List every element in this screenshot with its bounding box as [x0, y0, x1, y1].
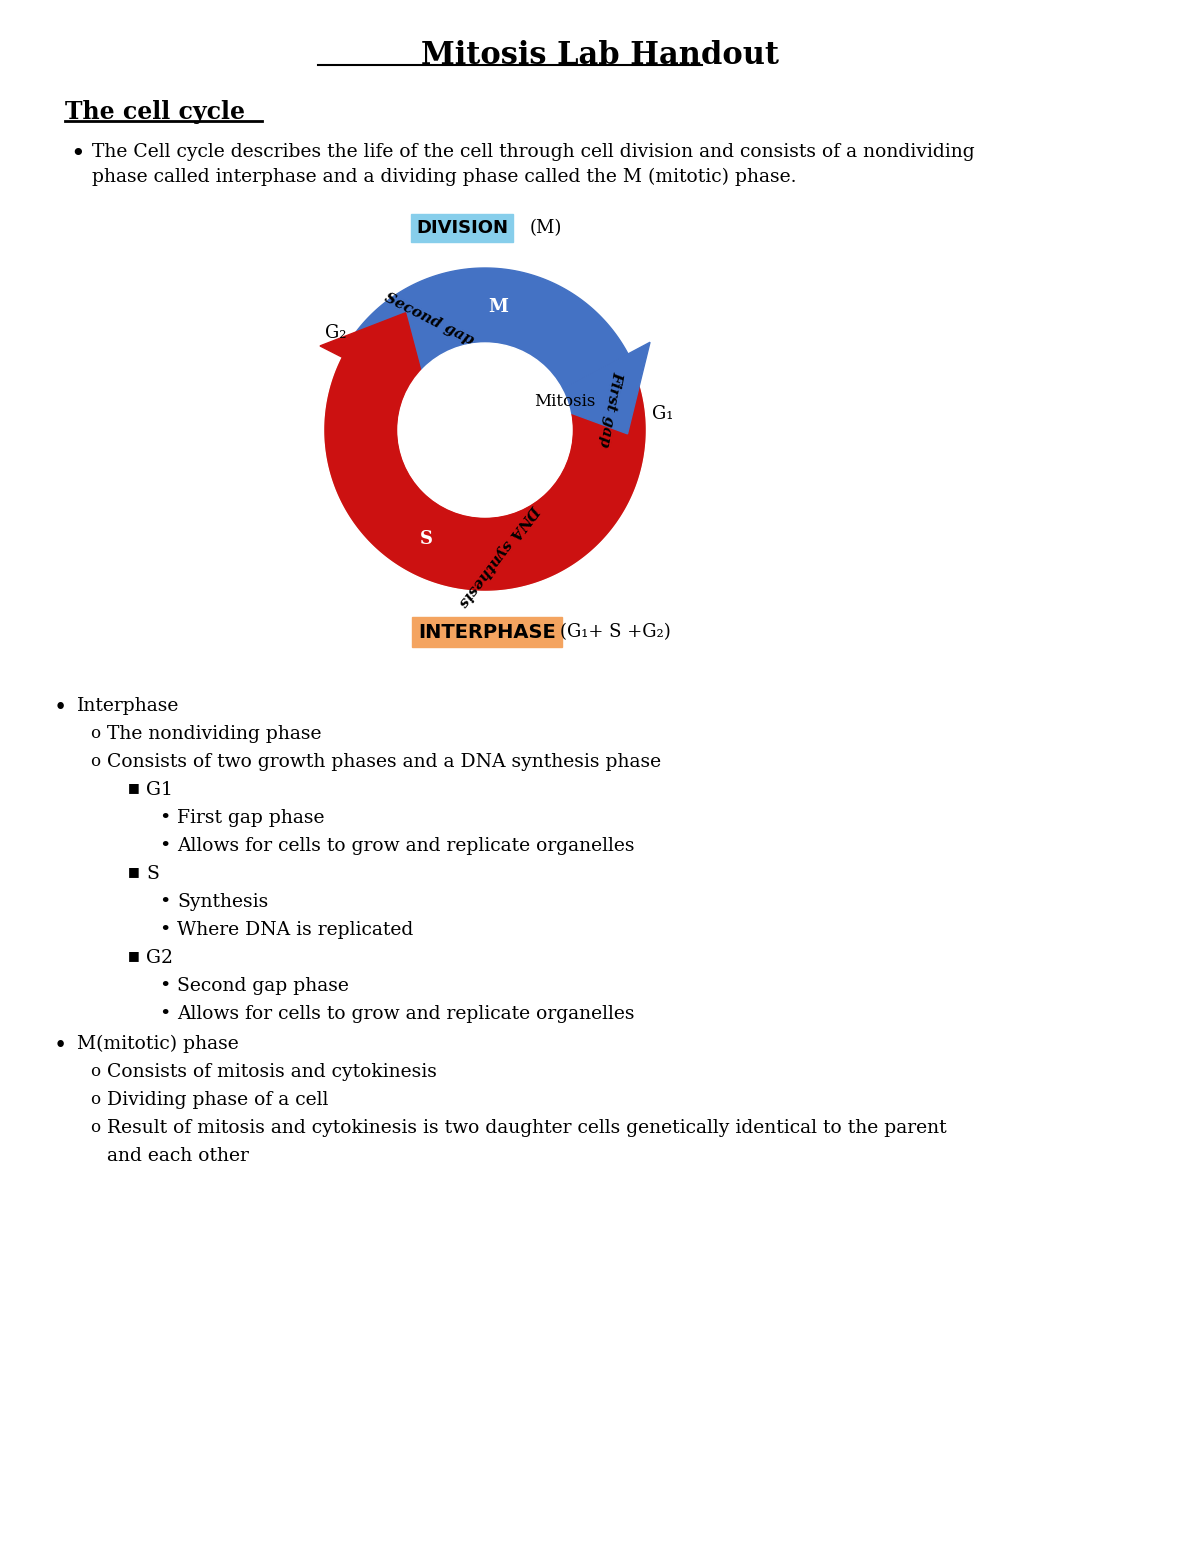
Text: Dividing phase of a cell: Dividing phase of a cell [107, 1092, 329, 1109]
Text: •: • [160, 1005, 170, 1023]
Polygon shape [325, 356, 644, 590]
Text: S: S [420, 531, 433, 548]
Text: ■: ■ [128, 781, 140, 794]
Text: Allows for cells to grow and replicate organelles: Allows for cells to grow and replicate o… [178, 1005, 635, 1023]
Text: Synthesis: Synthesis [178, 893, 269, 912]
Text: Interphase: Interphase [77, 697, 179, 714]
Text: o: o [90, 1120, 100, 1135]
Text: DNA synthesis: DNA synthesis [456, 502, 541, 610]
Text: Mitosis Lab Handout: Mitosis Lab Handout [421, 39, 779, 70]
Text: M: M [488, 298, 508, 315]
Text: G₂: G₂ [325, 325, 347, 342]
Text: (M): (M) [530, 219, 563, 238]
Text: Consists of two growth phases and a DNA synthesis phase: Consists of two growth phases and a DNA … [107, 753, 661, 770]
Polygon shape [539, 342, 650, 433]
Text: The cell cycle: The cell cycle [65, 99, 245, 124]
Text: The Cell cycle describes the life of the cell through cell division and consists: The Cell cycle describes the life of the… [92, 143, 974, 162]
Text: and each other: and each other [107, 1148, 248, 1165]
Text: Second gap: Second gap [382, 290, 475, 348]
Text: The nondividing phase: The nondividing phase [107, 725, 322, 742]
Text: ■: ■ [128, 865, 140, 877]
Text: G2: G2 [146, 949, 173, 968]
Text: Where DNA is replicated: Where DNA is replicated [178, 921, 413, 940]
Text: •: • [160, 921, 170, 940]
Text: Consists of mitosis and cytokinesis: Consists of mitosis and cytokinesis [107, 1062, 437, 1081]
Polygon shape [320, 312, 430, 402]
Text: o: o [90, 725, 100, 742]
Text: INTERPHASE: INTERPHASE [418, 623, 556, 641]
Text: First gap: First gap [596, 370, 624, 447]
Text: ■: ■ [128, 949, 140, 961]
Text: G₁: G₁ [652, 405, 673, 424]
Text: DIVISION: DIVISION [416, 219, 508, 238]
Text: o: o [90, 1062, 100, 1079]
Text: o: o [90, 753, 100, 770]
Text: Second gap phase: Second gap phase [178, 977, 349, 995]
Text: •: • [160, 837, 170, 856]
Text: •: • [160, 977, 170, 995]
Circle shape [300, 245, 670, 615]
Text: First gap phase: First gap phase [178, 809, 324, 828]
Circle shape [398, 343, 572, 517]
Text: •: • [160, 809, 170, 828]
Text: Allows for cells to grow and replicate organelles: Allows for cells to grow and replicate o… [178, 837, 635, 856]
Text: •: • [71, 143, 85, 166]
Text: Mitosis: Mitosis [534, 393, 595, 410]
Text: •: • [53, 1034, 67, 1058]
Text: •: • [53, 697, 67, 719]
Text: S: S [146, 865, 158, 884]
Text: (G₁+ S +G₂): (G₁+ S +G₂) [560, 623, 671, 641]
Text: phase called interphase and a dividing phase called the M (mitotic) phase.: phase called interphase and a dividing p… [92, 168, 797, 186]
Text: G1: G1 [146, 781, 173, 798]
Text: •: • [160, 893, 170, 912]
Text: Result of mitosis and cytokinesis is two daughter cells genetically identical to: Result of mitosis and cytokinesis is two… [107, 1120, 947, 1137]
Polygon shape [353, 269, 628, 390]
Text: o: o [90, 1092, 100, 1107]
Text: M(mitotic) phase: M(mitotic) phase [77, 1034, 239, 1053]
